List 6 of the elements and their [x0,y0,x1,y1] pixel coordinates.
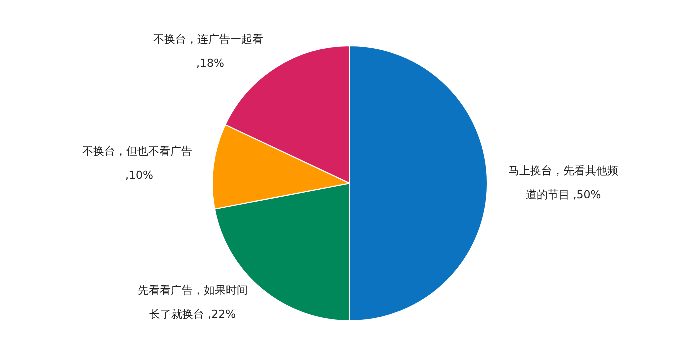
slice-label: 马上换台，先看其他频道的节目 ,50% [508,164,618,202]
data-label: ,18% [192,57,224,70]
slice-label: 不换台，连广告一起看 [154,33,264,46]
slice-label: 先看看广告，如果时间长了就换台 ,22% [138,284,248,322]
data-label: ,10% [122,168,154,182]
slice-label: 不换台，但也不看广告 [82,144,193,158]
